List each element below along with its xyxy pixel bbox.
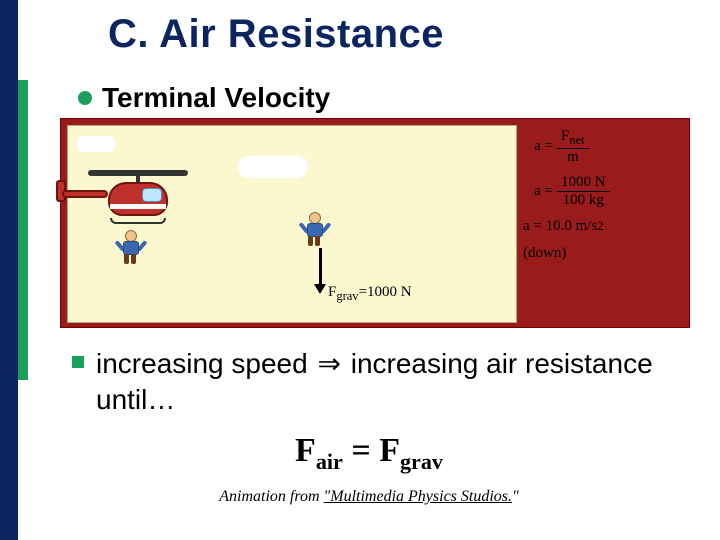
force-label: Fgrav=1000 N: [328, 284, 412, 304]
force-subscript: grav: [336, 289, 358, 303]
equation-row: a = 10.0 m/s2: [523, 218, 683, 235]
eq-sup: 2: [597, 219, 603, 234]
credit-source: "Multimedia Physics Studios.: [324, 488, 512, 505]
terminal-equation: Fair = Fgrav: [18, 432, 720, 475]
credit-post: ": [512, 488, 519, 505]
fraction: 1000 N 100 kg: [557, 175, 610, 208]
accent-bar: [18, 80, 28, 380]
implies-icon: ⇒: [315, 349, 342, 380]
eq-den: m: [567, 149, 579, 165]
eq-lhs-sub: air: [316, 449, 343, 474]
eq-equals: =: [343, 432, 379, 469]
force-arrow-down-icon: [314, 248, 326, 294]
square-bullet-icon: [72, 356, 84, 368]
fraction: Fnet m: [557, 129, 589, 165]
bullet-pre: increasing speed: [96, 348, 315, 379]
credit-pre: Animation from: [219, 488, 323, 505]
eq-num: 1000 N: [557, 175, 610, 192]
bullet-terminal-velocity: Terminal Velocity: [78, 82, 330, 114]
figure-frame: Fgrav=1000 N a = Fnet m a = 1000 N 100 k…: [60, 118, 690, 328]
equations-block: a = Fnet m a = 1000 N 100 kg a = 10.0 m/…: [523, 129, 683, 272]
credit-line: Animation from "Multimedia Physics Studi…: [18, 488, 720, 506]
eq-lhs-base: F: [295, 432, 316, 469]
equation-row: (down): [523, 245, 683, 262]
equation-row: a = 1000 N 100 kg: [523, 175, 683, 208]
eq-rhs-base: F: [379, 432, 400, 469]
eq-lhs: a =: [523, 183, 557, 200]
person-falling-icon: [304, 212, 326, 246]
eq-lhs: a =: [523, 138, 557, 155]
bullet-text: increasing speed ⇒ increasing air resist…: [96, 346, 672, 417]
cloud-icon: [76, 136, 116, 152]
eq-rhs-sub: grav: [400, 449, 443, 474]
person-icon: [120, 230, 142, 264]
slide: C. Air Resistance Terminal Velocity: [18, 0, 720, 540]
bullet-text: Terminal Velocity: [102, 82, 330, 114]
eq-text: (down): [523, 245, 566, 262]
eq-den: 100 kg: [563, 192, 604, 208]
equation-row: a = Fnet m: [523, 129, 683, 165]
eq-num-sub: net: [569, 133, 584, 147]
slide-title: C. Air Resistance: [108, 12, 444, 57]
cloud-icon: [238, 156, 308, 178]
bullet-increasing-speed: increasing speed ⇒ increasing air resist…: [72, 346, 672, 417]
figure-panel: Fgrav=1000 N: [67, 125, 517, 323]
bullet-dot-icon: [78, 91, 92, 105]
force-value: =1000 N: [359, 284, 412, 300]
eq-text: a = 10.0 m/s: [523, 218, 597, 235]
